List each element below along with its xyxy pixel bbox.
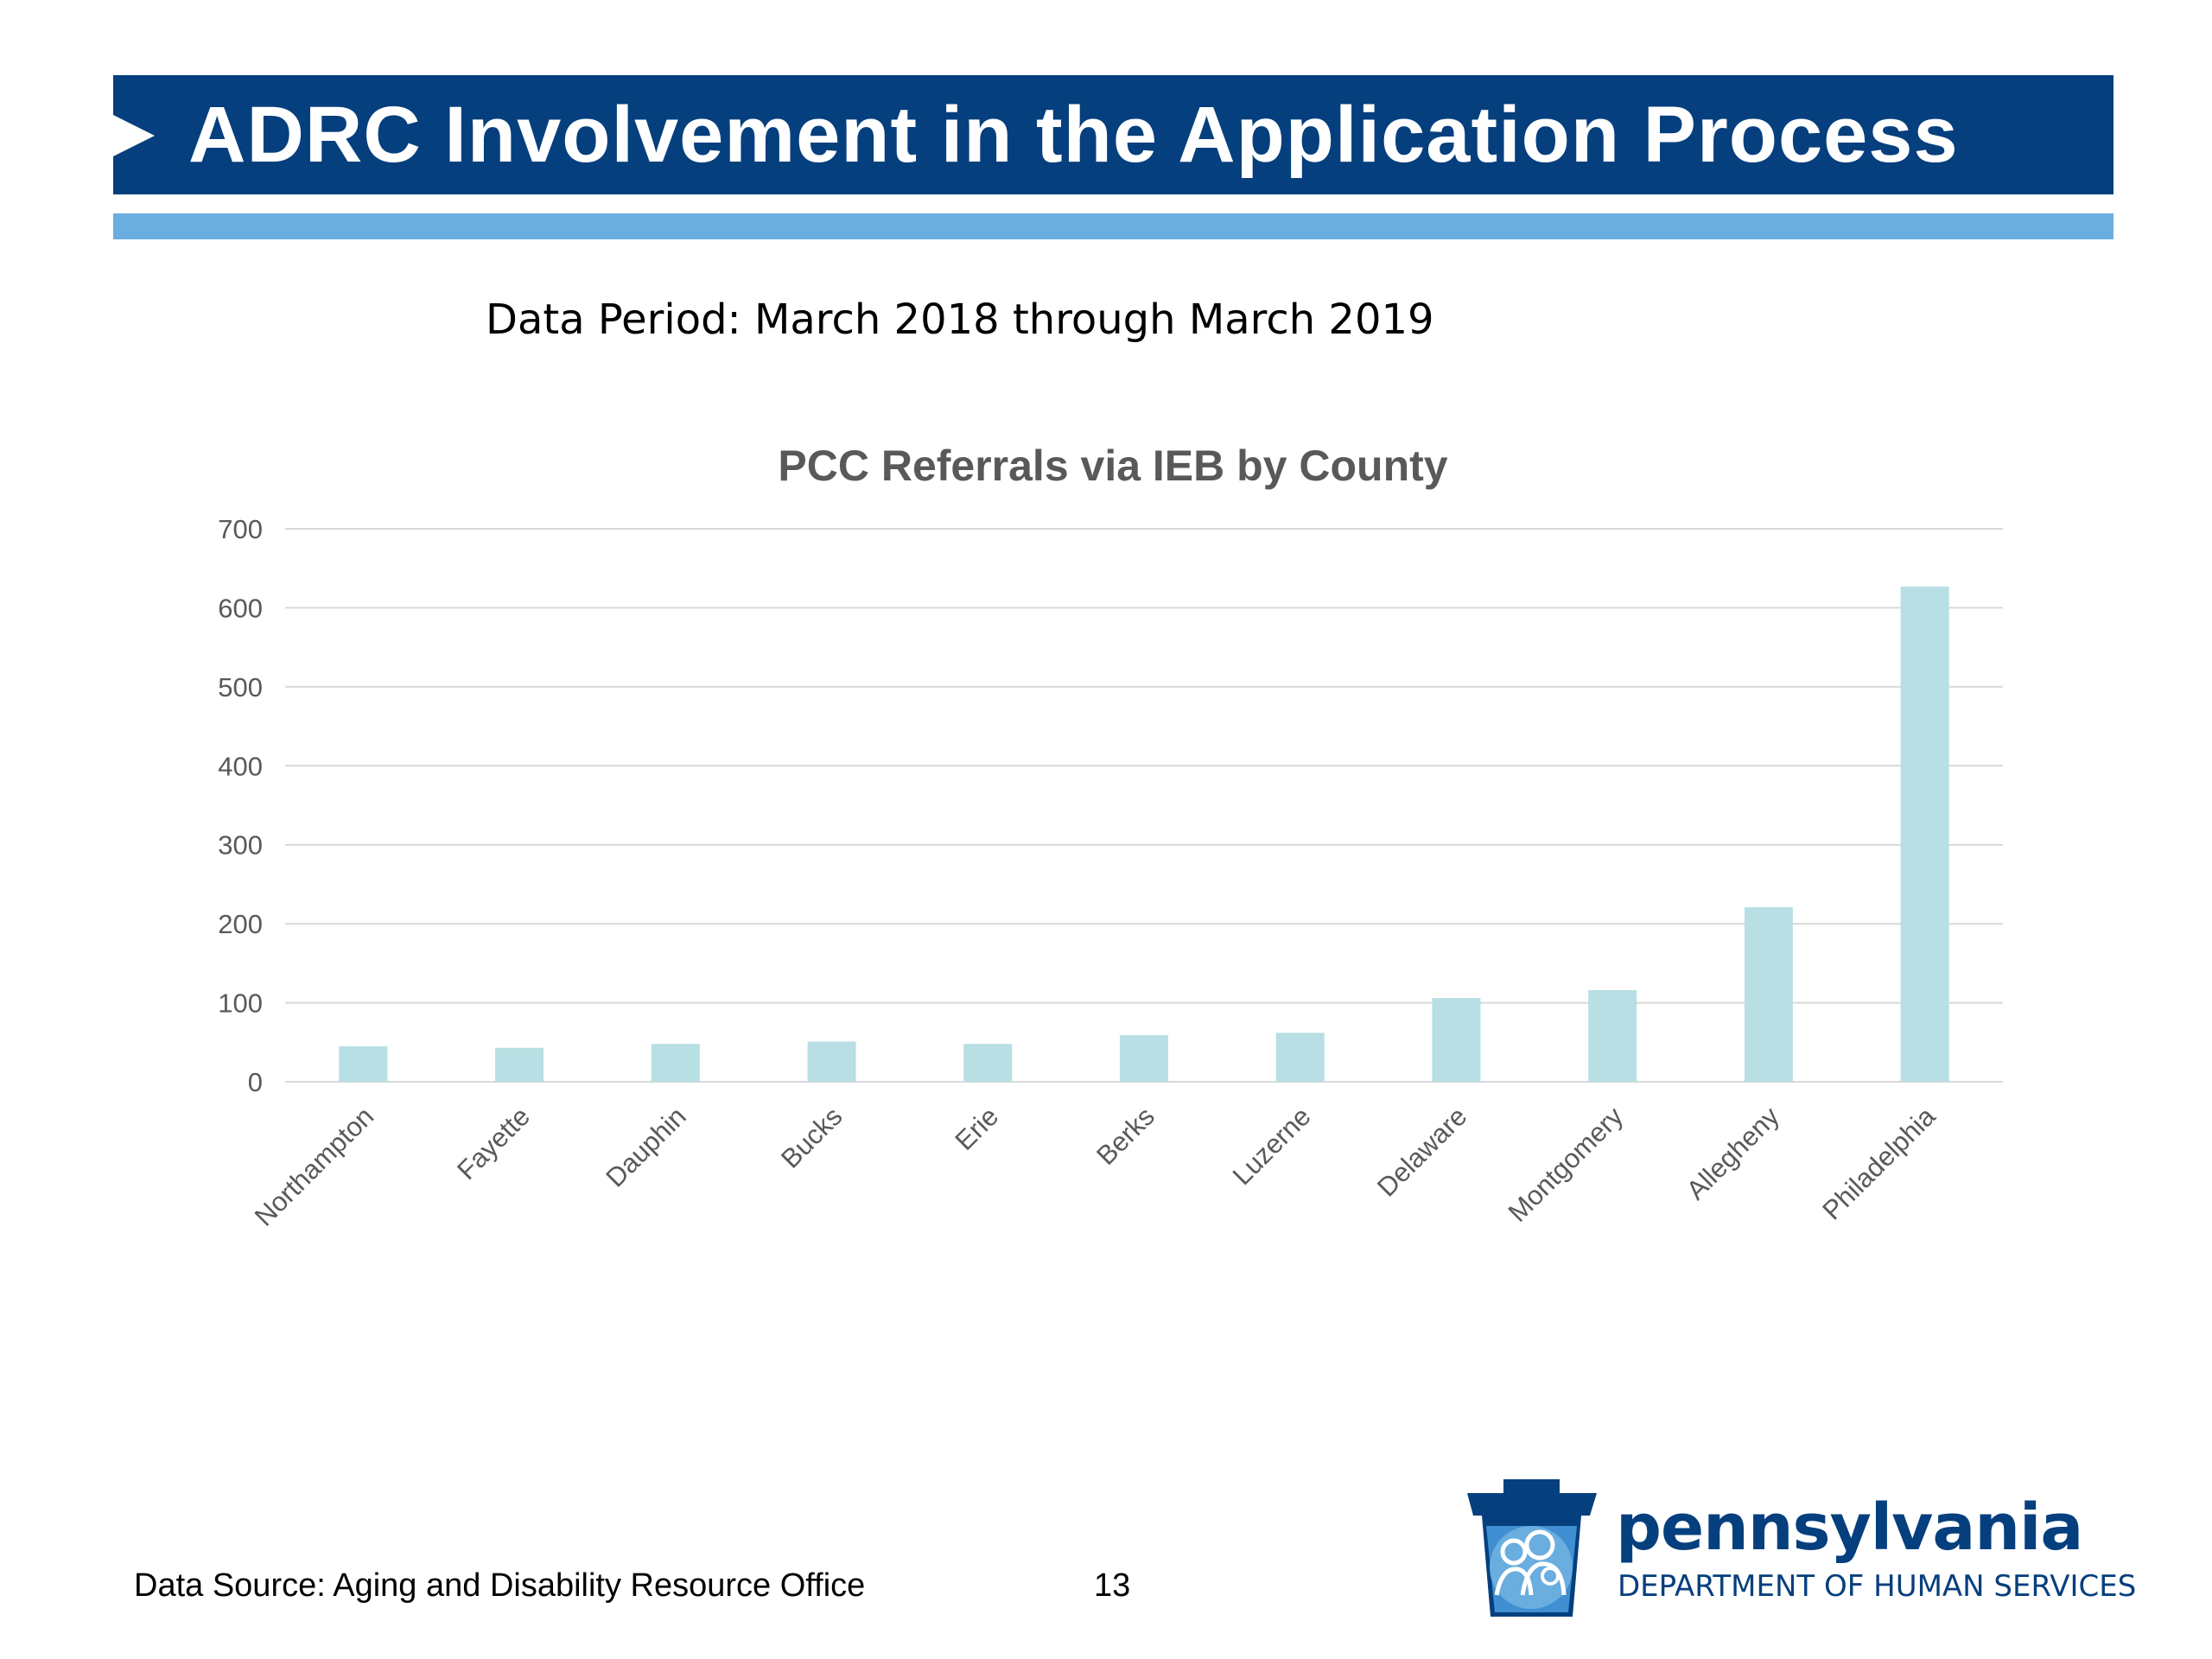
bar-fayette (495, 1047, 544, 1082)
bar-chart: PCC Referrals via IEB by County 0 100 200 3… (218, 442, 2003, 1232)
y-tick-label: 200 (218, 909, 263, 939)
accent-bar (113, 213, 2113, 239)
keystone-family-icon (1467, 1479, 1597, 1617)
title-bar: ADRC Involvement in the Application Proc… (113, 75, 2113, 194)
x-tick-label: Montgomery (1503, 1101, 1630, 1228)
x-tick-label: Fayette (451, 1101, 536, 1185)
pa-dhs-logo: pennsylvania DEPARTMENT OF HUMAN SERVICE… (1460, 1474, 2137, 1617)
x-tick-label: Allegheny (1681, 1101, 1785, 1205)
bar-luzerne (1275, 1033, 1325, 1082)
y-axis-ticks: 0 100 200 300 400 500 600 700 (218, 514, 263, 1097)
y-tick-label: 500 (218, 672, 263, 702)
y-tick-label: 0 (248, 1067, 263, 1097)
x-tick-label: Erie (949, 1101, 1004, 1156)
logo-state-name: pennsylvania (1616, 1491, 2083, 1565)
bar-dauphin (651, 1044, 700, 1082)
x-tick-label: Bucks (775, 1101, 848, 1173)
y-tick-label: 400 (218, 751, 263, 781)
bar-allegheny (1744, 906, 1793, 1082)
x-tick-label: Dauphin (600, 1101, 691, 1192)
y-tick-label: 300 (218, 830, 263, 861)
x-tick-label: Philadelphia (1816, 1101, 1942, 1226)
y-tick-label: 100 (218, 988, 263, 1019)
x-tick-label: Luzerne (1227, 1101, 1317, 1191)
bar-bucks (807, 1041, 856, 1082)
y-tick-label: 700 (218, 514, 263, 544)
bar-delaware (1432, 998, 1481, 1082)
bar-berks (1119, 1035, 1169, 1082)
x-tick-label: Delaware (1371, 1101, 1472, 1202)
bars (339, 586, 1949, 1082)
bar-philadelphia (1900, 586, 1949, 1082)
x-tick-label: Berks (1090, 1101, 1160, 1171)
title-arrow-icon (113, 115, 155, 156)
bar-montgomery (1588, 989, 1637, 1082)
x-tick-label: Northampton (249, 1101, 379, 1231)
slide-title: ADRC Involvement in the Application Proc… (188, 91, 1959, 179)
data-source-footer: Data Source: Aging and Disability Resour… (134, 1567, 866, 1604)
logo-department-name: DEPARTMENT OF HUMAN SERVICES (1618, 1569, 2137, 1604)
chart-title: PCC Referrals via IEB by County (778, 442, 1447, 490)
data-period-text: Data Period: March 2018 through March 20… (486, 296, 1434, 344)
bar-erie (963, 1044, 1013, 1082)
x-axis-ticks: Northampton Fayette Dauphin Bucks Erie Berks L… (249, 1101, 1942, 1232)
page-number: 13 (1094, 1567, 1131, 1604)
bar-northampton (339, 1046, 388, 1082)
y-tick-label: 600 (218, 593, 263, 623)
gridlines (285, 528, 2003, 1083)
